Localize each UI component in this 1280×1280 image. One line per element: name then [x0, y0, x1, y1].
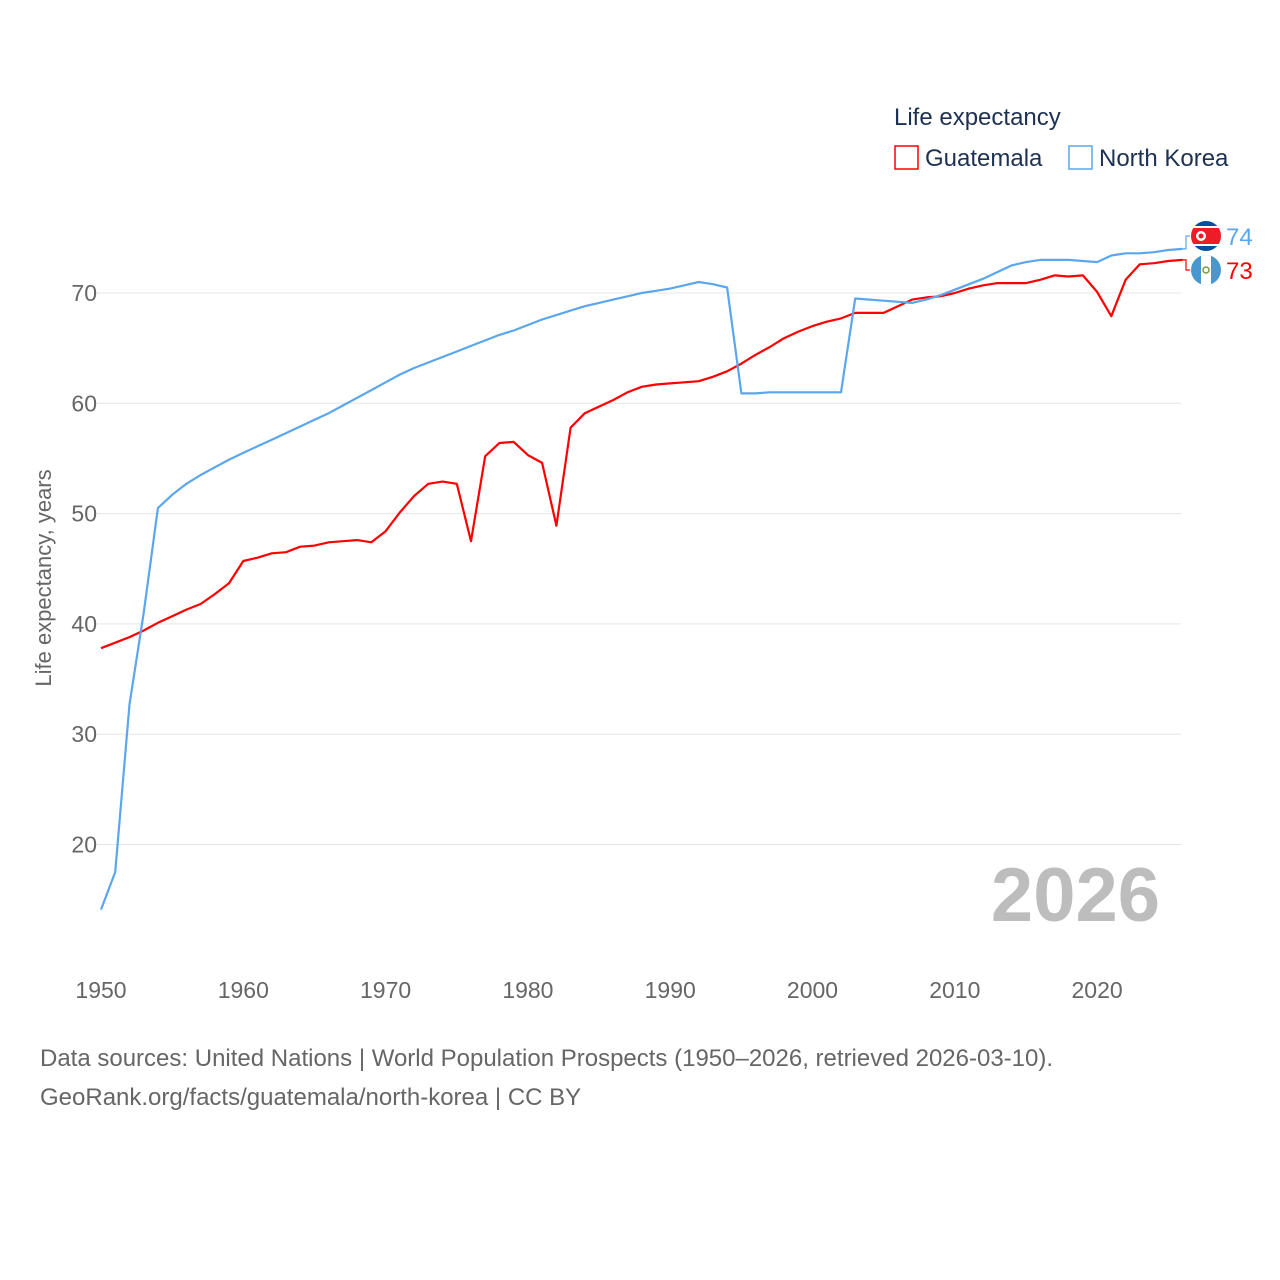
x-tick-label: 1970: [360, 977, 411, 1003]
x-tick-label: 2020: [1072, 977, 1123, 1003]
north-korea-flag-icon: [1191, 221, 1221, 251]
legend-title: Life expectancy: [894, 104, 1061, 131]
end-value-label: 73: [1226, 258, 1253, 285]
end-value-label: 74: [1226, 224, 1253, 251]
legend-swatch-guatemala: [894, 145, 919, 170]
x-tick-label: 1980: [502, 977, 553, 1003]
legend-swatch-north-korea: [1068, 145, 1093, 170]
x-tick-label: 1960: [218, 977, 269, 1003]
series-line-north-korea: [99, 247, 1183, 910]
x-tick-label: 2010: [929, 977, 980, 1003]
year-watermark: 2026: [991, 853, 1160, 938]
guatemala-flag-icon: [1191, 255, 1221, 285]
y-tick-label: 60: [71, 390, 97, 416]
y-axis-title: Life expectancy, years: [31, 469, 56, 686]
y-tick-label: 50: [71, 501, 97, 527]
data-source-text: Data sources: United Nations | World Pop…: [40, 1045, 1054, 1072]
series-line-guatemala: [100, 258, 1183, 650]
attribution-link[interactable]: GeoRank.org/facts/guatemala/north-korea …: [40, 1084, 582, 1111]
x-tick-label: 2000: [787, 977, 838, 1003]
y-tick-label: 40: [71, 611, 97, 637]
y-tick-label: 30: [71, 721, 97, 747]
y-tick-label: 20: [71, 832, 97, 858]
x-tick-label: 1950: [75, 977, 126, 1003]
y-tick-label: 70: [71, 280, 97, 306]
legend-label-guatemala: Guatemala: [925, 145, 1043, 172]
end-label-connector: [1182, 235, 1190, 250]
x-tick-label: 1990: [645, 977, 696, 1003]
end-label-connector: [1182, 259, 1190, 271]
legend-label-north-korea: North Korea: [1099, 145, 1229, 172]
